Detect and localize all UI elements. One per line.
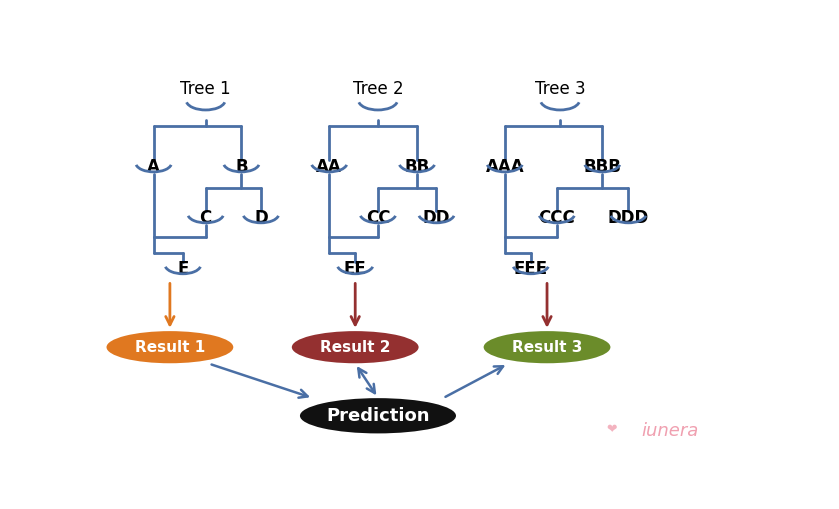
Text: ❤: ❤ bbox=[607, 423, 618, 436]
Text: EEE: EEE bbox=[513, 260, 548, 278]
Ellipse shape bbox=[300, 398, 456, 434]
Text: AAA: AAA bbox=[486, 158, 524, 176]
Text: D: D bbox=[254, 209, 268, 227]
Text: DDD: DDD bbox=[607, 209, 649, 227]
Text: AA: AA bbox=[316, 158, 342, 176]
Text: DD: DD bbox=[423, 209, 451, 227]
Text: BBB: BBB bbox=[583, 158, 621, 176]
Text: CC: CC bbox=[366, 209, 390, 227]
Text: Prediction: Prediction bbox=[326, 407, 430, 425]
Ellipse shape bbox=[107, 331, 233, 363]
Text: Tree 1: Tree 1 bbox=[180, 79, 231, 98]
Text: Result 2: Result 2 bbox=[320, 340, 390, 355]
Text: EE: EE bbox=[344, 260, 367, 278]
Text: Tree 3: Tree 3 bbox=[534, 79, 586, 98]
Text: Result 3: Result 3 bbox=[512, 340, 582, 355]
Text: B: B bbox=[235, 158, 248, 176]
Text: BB: BB bbox=[404, 158, 430, 176]
Text: Tree 2: Tree 2 bbox=[352, 79, 404, 98]
Ellipse shape bbox=[483, 331, 611, 363]
Text: E: E bbox=[177, 260, 189, 278]
Text: CCC: CCC bbox=[539, 209, 576, 227]
Text: iunera: iunera bbox=[641, 422, 699, 440]
Text: A: A bbox=[147, 158, 160, 176]
Text: C: C bbox=[200, 209, 211, 227]
Text: Result 1: Result 1 bbox=[135, 340, 205, 355]
Ellipse shape bbox=[292, 331, 419, 363]
